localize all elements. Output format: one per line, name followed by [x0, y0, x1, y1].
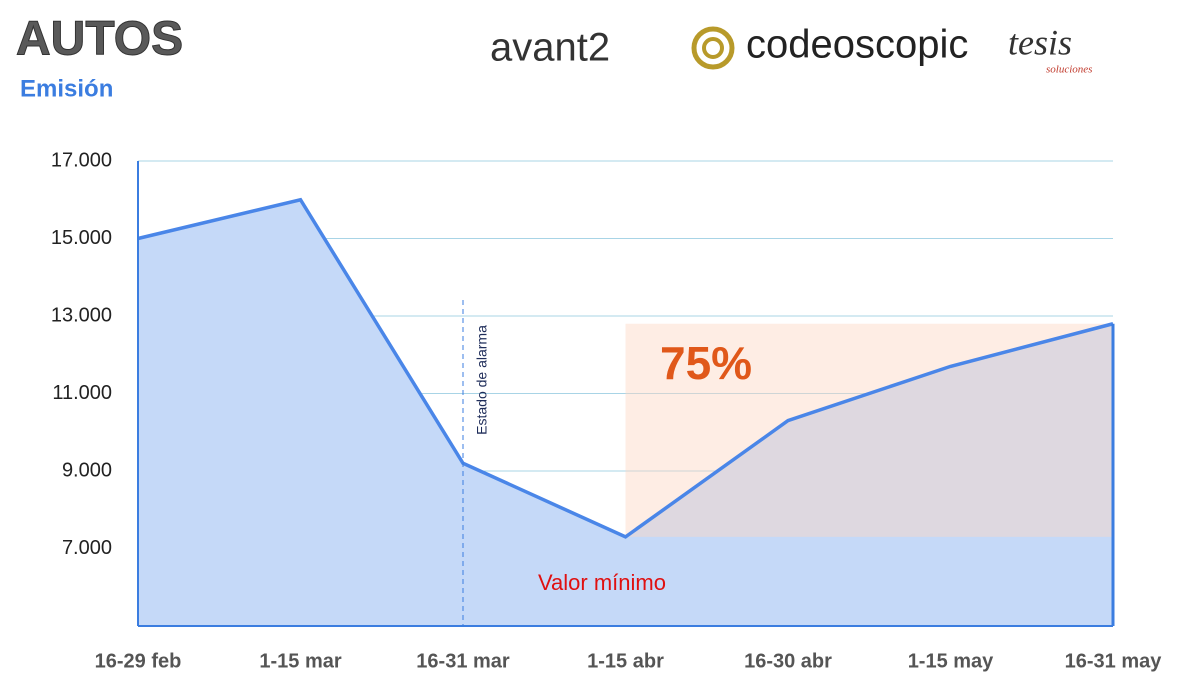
- y-tick-label: 15.000: [51, 227, 112, 249]
- title: AUTOS: [16, 13, 183, 66]
- x-tick-label: 16-30 abr: [744, 650, 832, 672]
- logo-text: codeoscopic: [746, 23, 968, 67]
- x-tick-label: 1-15 mar: [259, 650, 341, 672]
- event-label: Estado de alarma: [474, 325, 490, 435]
- y-tick-label: 9.000: [62, 459, 112, 481]
- y-tick-label: 11.000: [52, 382, 112, 404]
- subtitle: Emisión: [20, 75, 113, 102]
- area: [138, 199, 1113, 626]
- x-tick-label: 16-31 mar: [416, 650, 510, 672]
- logo-icon: [691, 26, 735, 70]
- logos: avant2 codeoscopic tesis soluciones: [490, 22, 1092, 75]
- y-tick-label: 17.000: [51, 149, 112, 171]
- line: [137, 197, 1114, 539]
- x-tick-label: 1-15 may: [908, 650, 994, 672]
- minimum-label: Valor mínimo: [538, 570, 666, 595]
- logo-text: tesis: [1008, 22, 1072, 62]
- logo-text: avant2: [490, 26, 610, 70]
- highlight-box: [625, 323, 1113, 537]
- x-tick-label: 1-15 abr: [587, 650, 664, 672]
- y-tick-label: 13.000: [51, 304, 112, 326]
- logo-icon: [702, 37, 724, 59]
- logo-text: soluciones: [1046, 64, 1092, 76]
- x-tick-label: 16-29 feb: [95, 650, 182, 672]
- x-tick-label: 16-31 may: [1065, 650, 1163, 672]
- percent-label: 75%: [660, 337, 752, 389]
- y-tick-label: 7.000: [62, 537, 112, 559]
